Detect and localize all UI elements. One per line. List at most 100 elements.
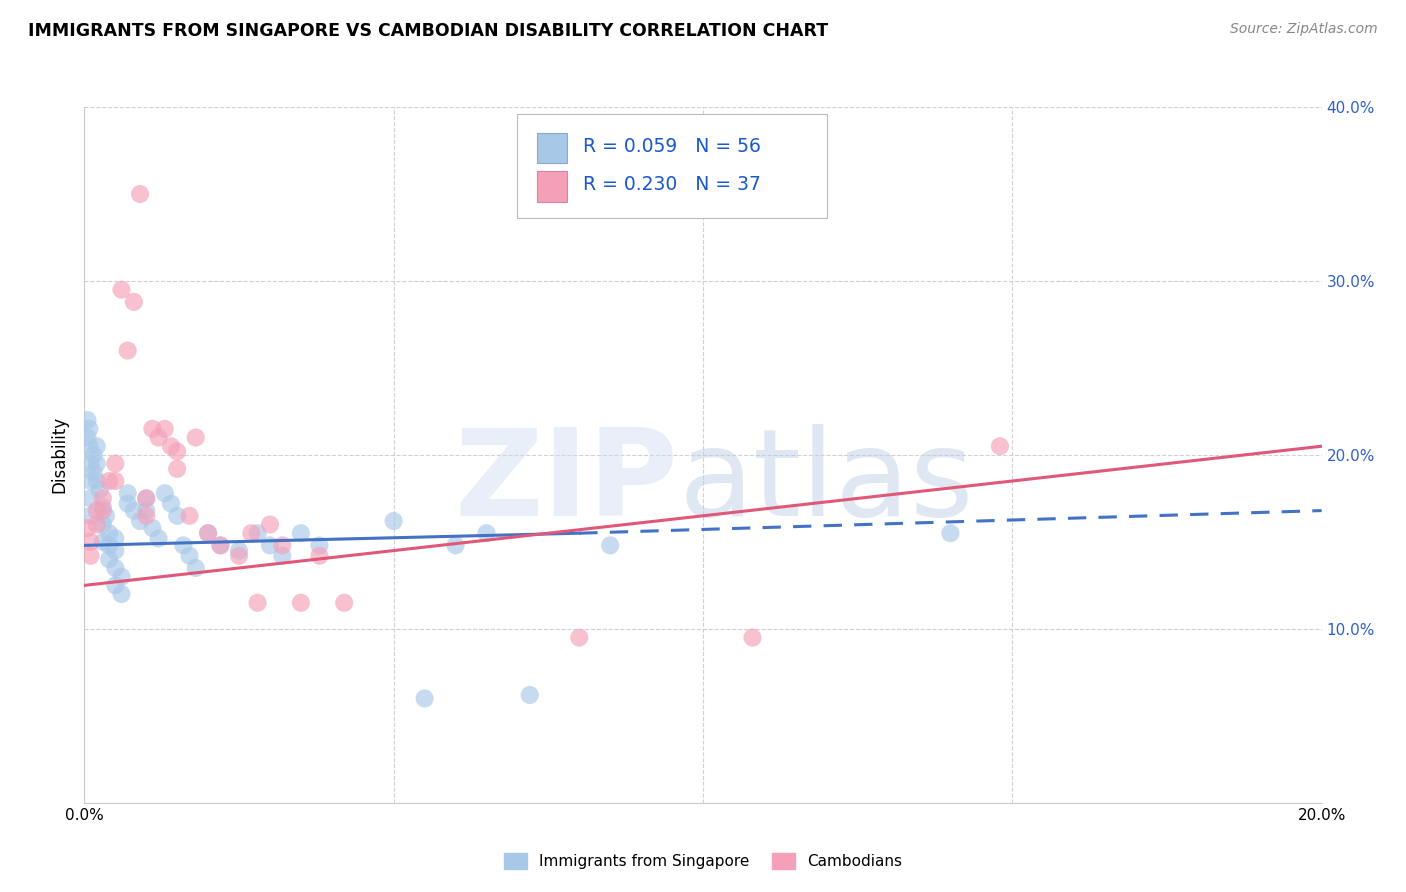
Point [104, 457, 127, 471]
Point [568, 631, 591, 645]
Point [160, 439, 183, 453]
Point [104, 561, 127, 575]
Point [148, 431, 170, 445]
Point [86, 439, 108, 453]
Point [86, 503, 108, 517]
Point [290, 596, 312, 610]
Point [197, 526, 219, 541]
Text: atlas: atlas [678, 425, 974, 541]
Text: Source: ZipAtlas.com: Source: ZipAtlas.com [1230, 22, 1378, 37]
Point [228, 543, 250, 558]
Point [104, 578, 127, 592]
Point [444, 538, 467, 552]
Point [117, 497, 139, 511]
Point [110, 570, 132, 584]
Point [413, 691, 436, 706]
Point [179, 549, 201, 563]
Point [160, 497, 183, 511]
Point [89, 483, 111, 497]
Point [246, 596, 269, 610]
Point [117, 343, 139, 358]
Point [129, 187, 152, 202]
FancyBboxPatch shape [537, 171, 567, 202]
Point [91, 500, 114, 514]
Point [271, 549, 294, 563]
Point [308, 549, 330, 563]
Text: R = 0.230   N = 37: R = 0.230 N = 37 [583, 176, 761, 194]
Text: R = 0.059   N = 56: R = 0.059 N = 56 [583, 137, 761, 156]
Point [94, 508, 117, 523]
Point [79, 508, 101, 523]
Point [141, 422, 163, 436]
FancyBboxPatch shape [537, 133, 567, 163]
Point [135, 508, 157, 523]
Point [122, 503, 145, 517]
Point [117, 486, 139, 500]
Point [83, 448, 105, 462]
FancyBboxPatch shape [517, 114, 827, 219]
Point [98, 526, 121, 541]
Point [148, 532, 170, 546]
Point [184, 561, 207, 575]
Point [135, 491, 157, 506]
Point [104, 474, 127, 488]
Point [290, 526, 312, 541]
Point [475, 526, 498, 541]
Y-axis label: Disability: Disability [51, 417, 69, 493]
Point [76, 431, 98, 445]
Point [259, 517, 281, 532]
Text: ZIP: ZIP [454, 425, 678, 541]
Point [259, 538, 281, 552]
Point [79, 549, 101, 563]
Point [91, 503, 114, 517]
Point [86, 457, 108, 471]
Point [153, 422, 176, 436]
Point [91, 491, 114, 506]
Point [240, 526, 263, 541]
Point [79, 457, 101, 471]
Point [184, 431, 207, 445]
Point [166, 508, 188, 523]
Point [104, 532, 127, 546]
Point [98, 552, 121, 566]
Legend: Immigrants from Singapore, Cambodians: Immigrants from Singapore, Cambodians [498, 847, 908, 875]
Point [172, 538, 194, 552]
Point [86, 474, 108, 488]
Point [135, 503, 157, 517]
Point [197, 526, 219, 541]
Point [333, 596, 356, 610]
Point [166, 444, 188, 458]
Point [79, 534, 101, 549]
Point [86, 517, 108, 532]
Point [98, 538, 121, 552]
Point [129, 514, 152, 528]
Point [519, 688, 541, 702]
Point [83, 466, 105, 480]
Point [79, 474, 101, 488]
Point [741, 631, 763, 645]
Point [246, 526, 269, 541]
Point [271, 538, 294, 552]
Point [91, 517, 114, 532]
Point [599, 538, 621, 552]
Point [308, 538, 330, 552]
Point [141, 521, 163, 535]
Point [110, 587, 132, 601]
Point [76, 521, 98, 535]
Point [76, 413, 98, 427]
Point [382, 514, 405, 528]
Point [98, 474, 121, 488]
Point [122, 294, 145, 309]
Point [166, 462, 188, 476]
Point [79, 491, 101, 506]
Text: IMMIGRANTS FROM SINGAPORE VS CAMBODIAN DISABILITY CORRELATION CHART: IMMIGRANTS FROM SINGAPORE VS CAMBODIAN D… [28, 22, 828, 40]
Point [79, 439, 101, 453]
Point [91, 534, 114, 549]
Point [179, 508, 201, 523]
Point [209, 538, 232, 552]
Point [135, 491, 157, 506]
Point [104, 543, 127, 558]
Point [209, 538, 232, 552]
Point [228, 549, 250, 563]
Point [939, 526, 962, 541]
